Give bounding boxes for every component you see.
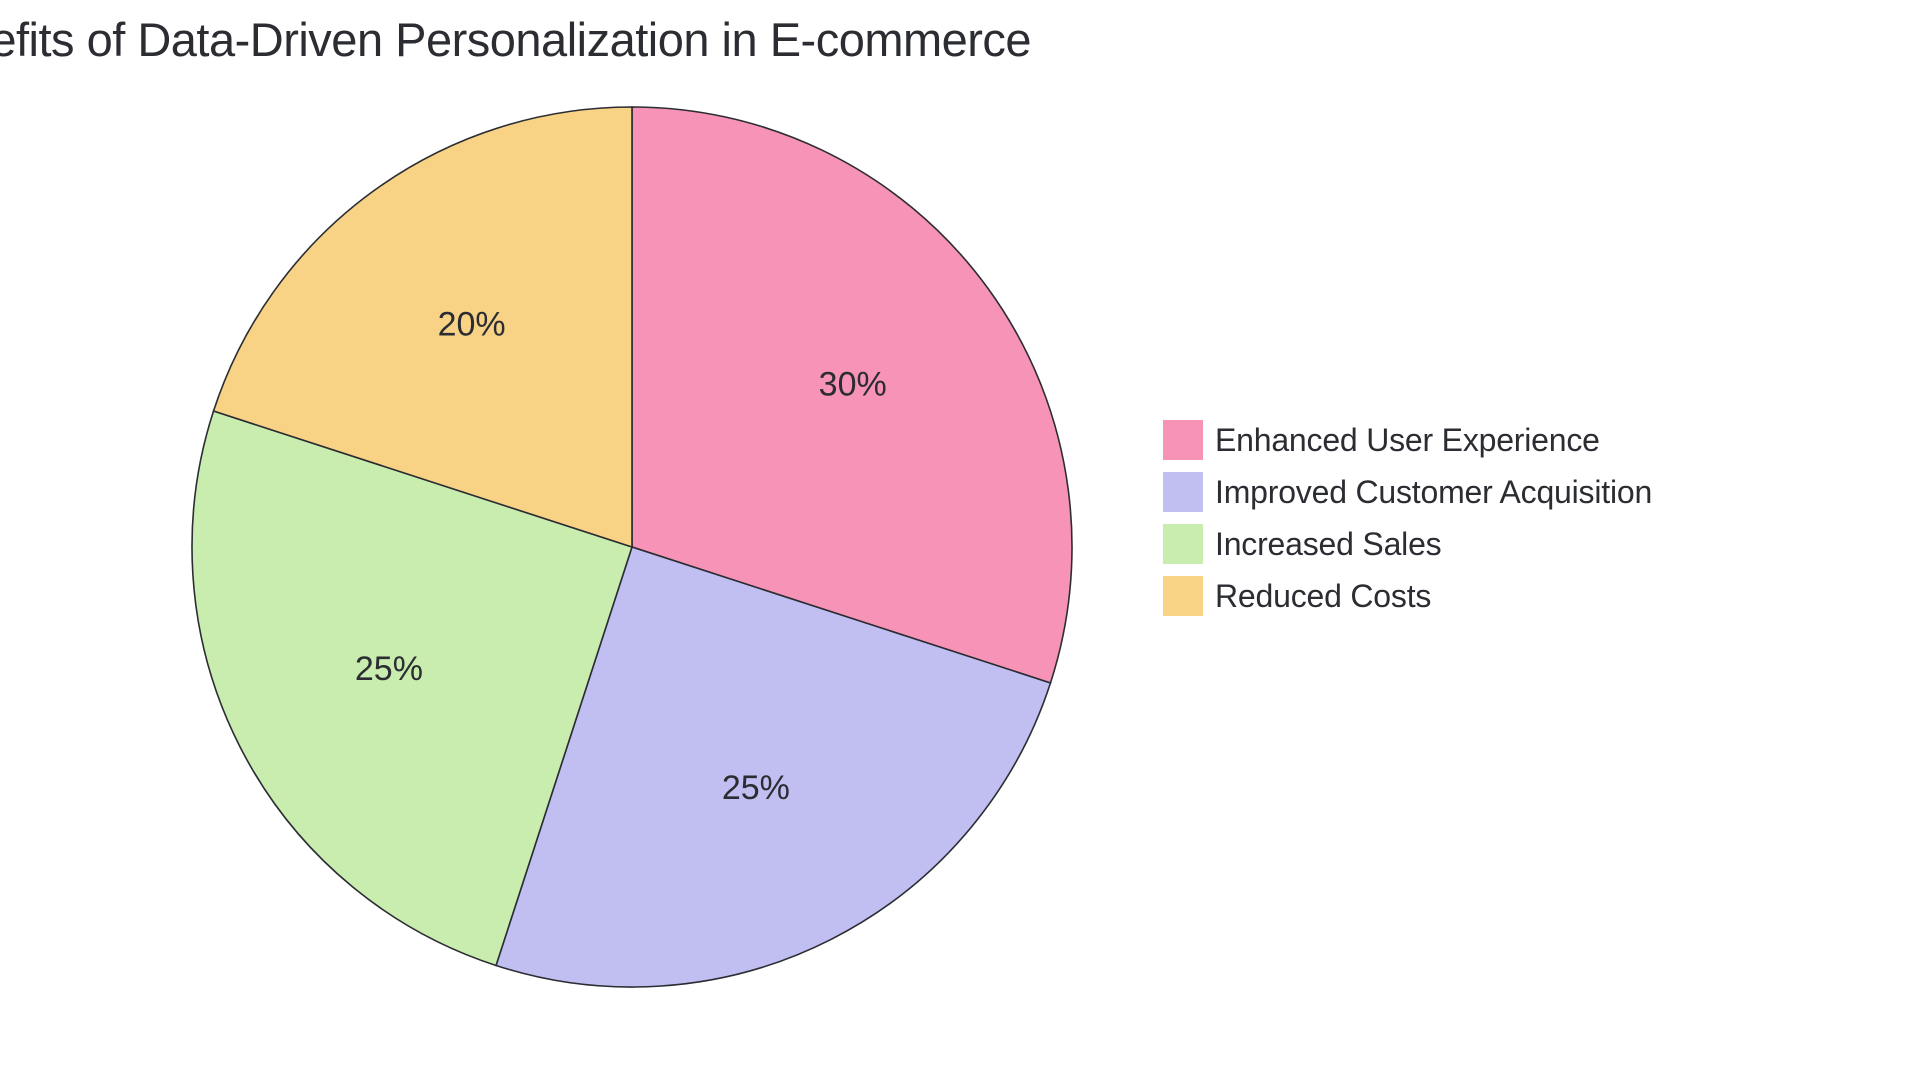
pie-slice-label: 30% [819, 366, 887, 404]
legend-swatch [1163, 576, 1203, 616]
legend-swatch [1163, 524, 1203, 564]
pie-slice-label: 20% [438, 305, 506, 343]
pie-slice-label: 25% [722, 769, 790, 807]
legend-item: Reduced Costs [1163, 576, 1652, 616]
legend-label: Increased Sales [1215, 526, 1441, 563]
pie-slice-label: 25% [355, 650, 423, 688]
legend: Enhanced User Experience Improved Custome… [1163, 420, 1652, 628]
legend-item: Enhanced User Experience [1163, 420, 1652, 460]
legend-item: Increased Sales [1163, 524, 1652, 564]
legend-label: Reduced Costs [1215, 578, 1431, 615]
legend-item: Improved Customer Acquisition [1163, 472, 1652, 512]
legend-label: Improved Customer Acquisition [1215, 474, 1652, 511]
legend-label: Enhanced User Experience [1215, 422, 1600, 459]
legend-swatch [1163, 420, 1203, 460]
legend-swatch [1163, 472, 1203, 512]
